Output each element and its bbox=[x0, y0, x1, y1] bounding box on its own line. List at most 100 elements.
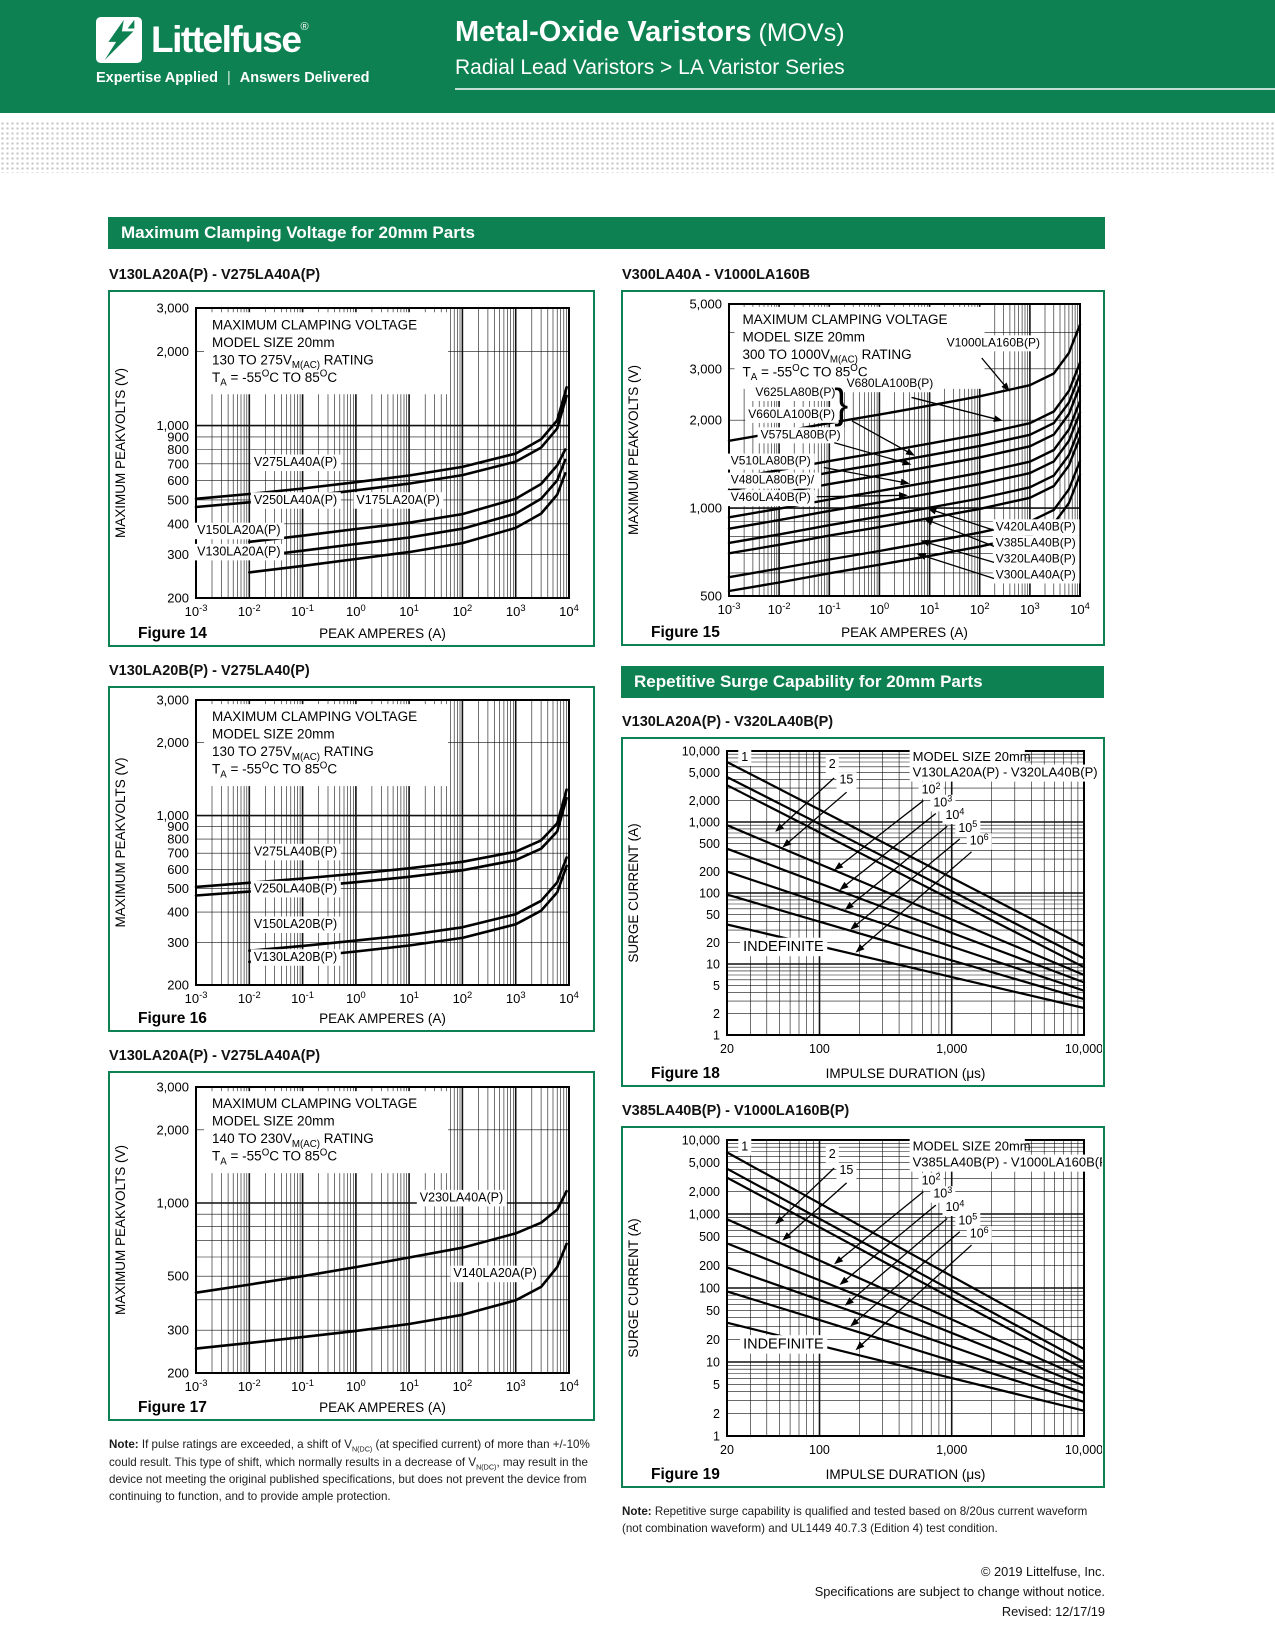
svg-text:1: 1 bbox=[741, 1139, 748, 1153]
svg-text:106: 106 bbox=[970, 832, 989, 848]
svg-text:MAXIMUM PEAKVOLTS (V): MAXIMUM PEAKVOLTS (V) bbox=[113, 1145, 128, 1315]
figure-18-heading: V130LA20A(P) - V320LA40B(P) bbox=[622, 714, 834, 730]
svg-text:V420LA40B(P): V420LA40B(P) bbox=[996, 519, 1076, 533]
svg-text:10-1: 10-1 bbox=[818, 601, 841, 617]
svg-text:V320LA40B(P): V320LA40B(P) bbox=[996, 551, 1076, 565]
svg-text:Figure 16: Figure 16 bbox=[138, 1010, 207, 1027]
svg-text:V680LA100B(P): V680LA100B(P) bbox=[847, 376, 934, 390]
dot-pattern-band bbox=[0, 121, 1275, 173]
svg-text:V130LA20A(P) - V320LA40B(P): V130LA20A(P) - V320LA40B(P) bbox=[913, 765, 1098, 780]
svg-text:300 TO 1000VM(AC) RATING: 300 TO 1000VM(AC) RATING bbox=[743, 347, 912, 366]
svg-text:1,000: 1,000 bbox=[689, 1208, 720, 1222]
logo-wordmark: Littelfuse bbox=[151, 19, 302, 60]
svg-text:2: 2 bbox=[713, 1007, 720, 1021]
svg-text:102: 102 bbox=[453, 1378, 473, 1394]
section-banner-surge: Repetitive Surge Capability for 20mm Par… bbox=[621, 666, 1104, 698]
disclaimer-line: Specifications are subject to change wit… bbox=[814, 1583, 1105, 1599]
figure-16-heading: V130LA20B(P) - V275LA40(P) bbox=[109, 663, 310, 679]
svg-text:100: 100 bbox=[809, 1443, 830, 1457]
svg-text:10-2: 10-2 bbox=[768, 601, 791, 617]
chart-canvas-figure-15: MAXIMUM CLAMPING VOLTAGE MODEL SIZE 20mm 3… bbox=[626, 297, 1090, 642]
copyright-line: © 2019 Littelfuse, Inc. bbox=[981, 1564, 1105, 1579]
doc-title-block: Metal-Oxide Varistors (MOVs) Radial Lead… bbox=[455, 0, 1275, 90]
tagline-right: Answers Delivered bbox=[239, 70, 370, 86]
svg-text:50: 50 bbox=[706, 908, 720, 922]
svg-text:V575LA80B(P): V575LA80B(P) bbox=[761, 427, 841, 441]
page-header: Littelfuse® Expertise Applied | Answers … bbox=[0, 0, 1275, 113]
doc-title: Metal-Oxide Varistors (MOVs) bbox=[455, 16, 1275, 49]
svg-text:V460LA40B(P): V460LA40B(P) bbox=[731, 490, 811, 504]
svg-text:MAXIMUM CLAMPING VOLTAGE: MAXIMUM CLAMPING VOLTAGE bbox=[212, 1096, 417, 1111]
svg-text:200: 200 bbox=[167, 1366, 189, 1381]
svg-text:500: 500 bbox=[699, 1230, 720, 1244]
svg-text:100: 100 bbox=[870, 601, 890, 617]
svg-text:V130LA20A(P): V130LA20A(P) bbox=[197, 544, 280, 558]
svg-text:5: 5 bbox=[713, 1378, 720, 1392]
doc-title-suffix: (MOVs) bbox=[751, 19, 845, 47]
svg-text:V175LA20A(P): V175LA20A(P) bbox=[356, 493, 439, 507]
svg-text:5: 5 bbox=[713, 979, 720, 993]
svg-text:V140LA20A(P): V140LA20A(P) bbox=[453, 1266, 536, 1280]
svg-text:10-2: 10-2 bbox=[238, 1378, 261, 1394]
svg-text:V510LA80B(P): V510LA80B(P) bbox=[731, 454, 811, 468]
svg-text:600: 600 bbox=[167, 862, 189, 877]
tagline-left: Expertise Applied bbox=[96, 70, 218, 86]
svg-text:V1000LA160B(P): V1000LA160B(P) bbox=[947, 335, 1040, 349]
svg-text:INDEFINITE: INDEFINITE bbox=[743, 1337, 824, 1353]
svg-text:101: 101 bbox=[399, 990, 419, 1006]
svg-text:10-3: 10-3 bbox=[185, 990, 208, 1006]
svg-text:PEAK AMPERES (A): PEAK AMPERES (A) bbox=[319, 1400, 446, 1415]
littelfuse-logo: Littelfuse® Expertise Applied | Answers … bbox=[96, 0, 431, 86]
logo-tagline: Expertise Applied | Answers Delivered bbox=[96, 70, 431, 86]
svg-text:1,000: 1,000 bbox=[689, 816, 720, 830]
svg-text:103: 103 bbox=[506, 603, 526, 619]
svg-text:800: 800 bbox=[167, 832, 189, 847]
svg-text:2: 2 bbox=[829, 757, 836, 771]
doc-breadcrumb: Radial Lead Varistors > LA Varistor Seri… bbox=[455, 56, 1275, 90]
svg-text:1,000: 1,000 bbox=[689, 501, 722, 516]
svg-text:102: 102 bbox=[970, 601, 990, 617]
svg-text:100: 100 bbox=[699, 887, 720, 901]
svg-text:1: 1 bbox=[713, 1430, 720, 1444]
littelfuse-bolt-icon bbox=[96, 17, 142, 63]
svg-text:MODEL SIZE 20mm: MODEL SIZE 20mm bbox=[913, 749, 1031, 764]
svg-text:100: 100 bbox=[346, 603, 366, 619]
svg-text:1,000: 1,000 bbox=[936, 1443, 967, 1457]
svg-text:100: 100 bbox=[699, 1282, 720, 1296]
figure-17-chart: MAXIMUM CLAMPING VOLTAGE MODEL SIZE 20mm 1… bbox=[108, 1071, 595, 1421]
svg-text:SURGE CURRENT (A): SURGE CURRENT (A) bbox=[626, 823, 641, 962]
svg-text:103: 103 bbox=[506, 1378, 526, 1394]
svg-text:101: 101 bbox=[399, 1378, 419, 1394]
figure-15-chart: MAXIMUM CLAMPING VOLTAGE MODEL SIZE 20mm 3… bbox=[621, 290, 1105, 646]
svg-text:MAXIMUM PEAKVOLTS (V): MAXIMUM PEAKVOLTS (V) bbox=[113, 368, 128, 538]
svg-text:TA = -55OC TO 85OC: TA = -55OC TO 85OC bbox=[212, 760, 337, 780]
svg-text:102: 102 bbox=[453, 990, 473, 1006]
svg-text:V275LA40A(P): V275LA40A(P) bbox=[254, 455, 337, 469]
svg-text:300: 300 bbox=[167, 1323, 189, 1338]
svg-text:3,000: 3,000 bbox=[689, 361, 722, 376]
svg-text:V660LA100B(P): V660LA100B(P) bbox=[748, 407, 835, 421]
svg-text:20: 20 bbox=[720, 1443, 734, 1457]
svg-text:103: 103 bbox=[933, 1185, 952, 1201]
svg-text:5,000: 5,000 bbox=[689, 766, 720, 780]
svg-text:200: 200 bbox=[699, 1259, 720, 1273]
svg-text:20: 20 bbox=[706, 1333, 720, 1347]
svg-text:900: 900 bbox=[167, 819, 189, 834]
svg-text:MODEL SIZE 20mm: MODEL SIZE 20mm bbox=[212, 727, 335, 742]
svg-text:10-3: 10-3 bbox=[718, 601, 741, 617]
svg-text:101: 101 bbox=[399, 603, 419, 619]
svg-text:10,000: 10,000 bbox=[1065, 1443, 1102, 1457]
svg-text:INDEFINITE: INDEFINITE bbox=[743, 939, 824, 955]
svg-text:TA = -55OC TO 85OC: TA = -55OC TO 85OC bbox=[212, 1148, 337, 1168]
svg-text:1: 1 bbox=[713, 1029, 720, 1043]
svg-text:2: 2 bbox=[713, 1407, 720, 1421]
svg-text:10-1: 10-1 bbox=[291, 603, 314, 619]
svg-text:3,000: 3,000 bbox=[156, 301, 189, 316]
chart-canvas-figure-17: MAXIMUM CLAMPING VOLTAGE MODEL SIZE 20mm 1… bbox=[113, 1080, 579, 1417]
svg-text:V130LA20B(P): V130LA20B(P) bbox=[254, 950, 337, 964]
tagline-separator: | bbox=[226, 70, 231, 86]
svg-text:700: 700 bbox=[167, 846, 189, 861]
svg-text:10-2: 10-2 bbox=[238, 990, 261, 1006]
